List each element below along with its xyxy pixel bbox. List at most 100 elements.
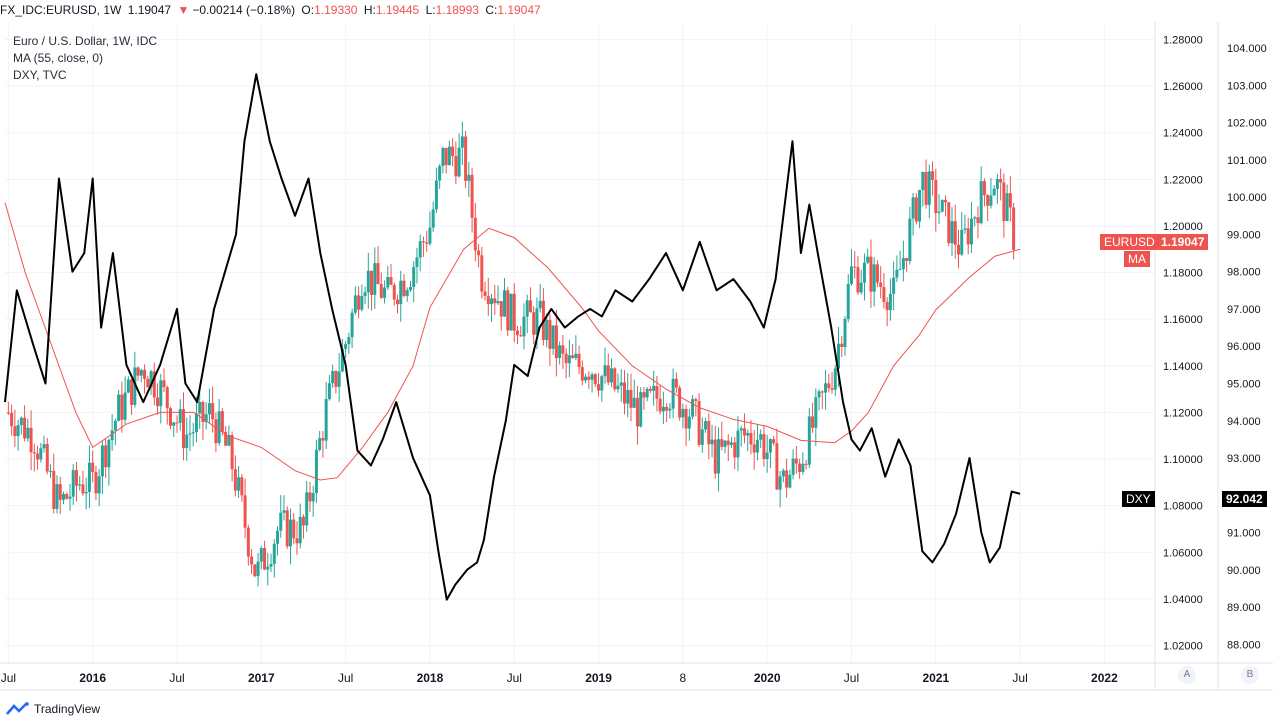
eurusd-candle-body [801, 463, 805, 472]
eurusd-candle-body [953, 221, 957, 245]
eurusd-candle-body [451, 146, 455, 157]
eurusd-candle-body [639, 392, 643, 427]
eurusd-candle-body [26, 427, 30, 439]
eurusd-candle-body [678, 387, 682, 418]
tradingview-logo[interactable]: TradingView [6, 702, 100, 716]
x-axis-tick-label: 2016 [79, 671, 106, 685]
eurusd-candle-body [846, 283, 850, 319]
eurusd-candle-body [817, 391, 821, 398]
eurusd-candle-body [305, 492, 309, 526]
right-scale-button[interactable]: B [1241, 666, 1259, 684]
eurusd-candle-body [869, 256, 873, 292]
eurusd-candle-body [87, 462, 91, 492]
left-axis-tick-label: 1.28000 [1163, 34, 1203, 46]
eurusd-candle-body [292, 519, 296, 539]
eurusd-candle-body [91, 462, 95, 472]
eurusd-candle-body [759, 434, 763, 440]
eurusd-candle-body [746, 432, 750, 436]
legend-main-series[interactable]: Euro / U.S. Dollar, 1W, IDC [13, 34, 158, 48]
eurusd-candle-body [395, 299, 399, 305]
eurusd-candle-body [944, 199, 948, 203]
eurusd-candle-body [843, 318, 847, 348]
eurusd-candle-body [811, 416, 815, 428]
eurusd-candle-body [6, 412, 10, 414]
left-axis-tick-label: 1.14000 [1163, 361, 1203, 373]
eurusd-candle-body [532, 312, 536, 335]
left-axis-tick-label: 1.22000 [1163, 174, 1203, 186]
eurusd-candle-body [340, 348, 344, 372]
eurusd-candle-body [65, 494, 69, 499]
eurusd-candle-body [431, 209, 435, 228]
eurusd-candle-body [217, 411, 221, 444]
eurusd-candle-body [425, 242, 429, 244]
tradingview-icon [6, 702, 29, 715]
left-axis-tick-label: 1.08000 [1163, 501, 1203, 513]
right-axis-tick-label: 91.000 [1227, 528, 1261, 540]
eurusd-candle-body [159, 380, 163, 407]
right-axis-tick-label: 104.000 [1227, 43, 1267, 55]
x-axis-tick-label: Jul [844, 671, 859, 685]
eurusd-candle-body [117, 394, 121, 421]
x-axis-tick-label: Jul [1, 671, 16, 685]
brand-name: TradingView [34, 702, 101, 716]
left-axis-tick-label: 1.26000 [1163, 81, 1203, 93]
eurusd-candle-body [584, 376, 588, 381]
eurusd-candle-body [301, 516, 305, 526]
eurusd-candle-body [642, 392, 646, 398]
chart-legend: Euro / U.S. Dollar, 1W, IDC MA (55, clos… [13, 33, 157, 84]
legend-dxy-series[interactable]: DXY, TVC [13, 68, 67, 82]
high-label: H: [363, 3, 376, 17]
eurusd-candle-body [882, 287, 886, 303]
eurusd-candle-body [522, 316, 526, 337]
price-chart[interactable]: 1.28000 1.26000 1.24000 1.22000 1.20000 1.180… [0, 22, 1273, 694]
eurusd-candle-body [165, 387, 169, 409]
right-axis-tick-label: 98.000 [1227, 267, 1261, 279]
eurusd-candle-body [629, 389, 633, 408]
eurusd-candle-body [554, 325, 558, 359]
eurusd-candle-body [956, 244, 960, 255]
close-value: 1.19047 [497, 3, 541, 17]
x-axis-tick-label: 2021 [922, 671, 949, 685]
eurusd-candle-body [123, 392, 127, 420]
low-label: L: [425, 3, 436, 17]
eurusd-candle-body [833, 368, 837, 390]
eurusd-candle-body [755, 439, 759, 453]
x-axis-tick-label: 8 [680, 671, 687, 685]
right-axis-tick-label: 96.000 [1227, 341, 1261, 353]
x-axis-tick-label: 2019 [585, 671, 612, 685]
eurusd-candle-body [866, 256, 870, 263]
eurusd-candle-body [344, 344, 348, 349]
eurusd-candle-body [220, 411, 224, 432]
eurusd-candle-body [558, 345, 562, 359]
eurusd-candle-body [888, 293, 892, 311]
footer: TradingView [0, 694, 1273, 722]
eurusd-candle-body [282, 510, 286, 513]
auto-scale-button[interactable]: A [1178, 666, 1196, 684]
eurusd-symbol-tag: EURUSD [1100, 234, 1159, 250]
eurusd-candle-body [681, 408, 685, 418]
right-axis-tick-label: 93.000 [1227, 453, 1261, 465]
symbol-name[interactable]: FX_IDC:EURUSD, 1W [0, 3, 122, 17]
eurusd-candle-body [775, 443, 779, 490]
eurusd-candle-body [392, 284, 396, 300]
eurusd-candle-body [837, 343, 841, 369]
eurusd-candle-body [827, 383, 831, 389]
eurusd-candle-body [211, 403, 215, 420]
eurusd-candle-body [457, 147, 461, 177]
eurusd-candle-body [908, 218, 912, 262]
eurusd-candle-body [567, 355, 571, 364]
eurusd-candle-body [658, 398, 662, 412]
x-axis-tick-label: Jul [1012, 671, 1027, 685]
eurusd-candle-body [538, 300, 542, 309]
eurusd-candle-body [389, 277, 393, 285]
eurusd-candle-body [597, 384, 601, 391]
eurusd-candle-body [169, 408, 173, 426]
left-axis-tick-label: 1.06000 [1163, 547, 1203, 559]
x-axis-tick-label: 2022 [1091, 671, 1118, 685]
legend-ma-study[interactable]: MA (55, close, 0) [13, 51, 104, 65]
eurusd-candle-body [185, 434, 189, 449]
right-axis-tick-label: 101.000 [1227, 155, 1267, 167]
eurusd-candle-body [499, 301, 503, 317]
eurusd-candle-body [859, 282, 863, 293]
eurusd-candle-body [898, 269, 902, 271]
